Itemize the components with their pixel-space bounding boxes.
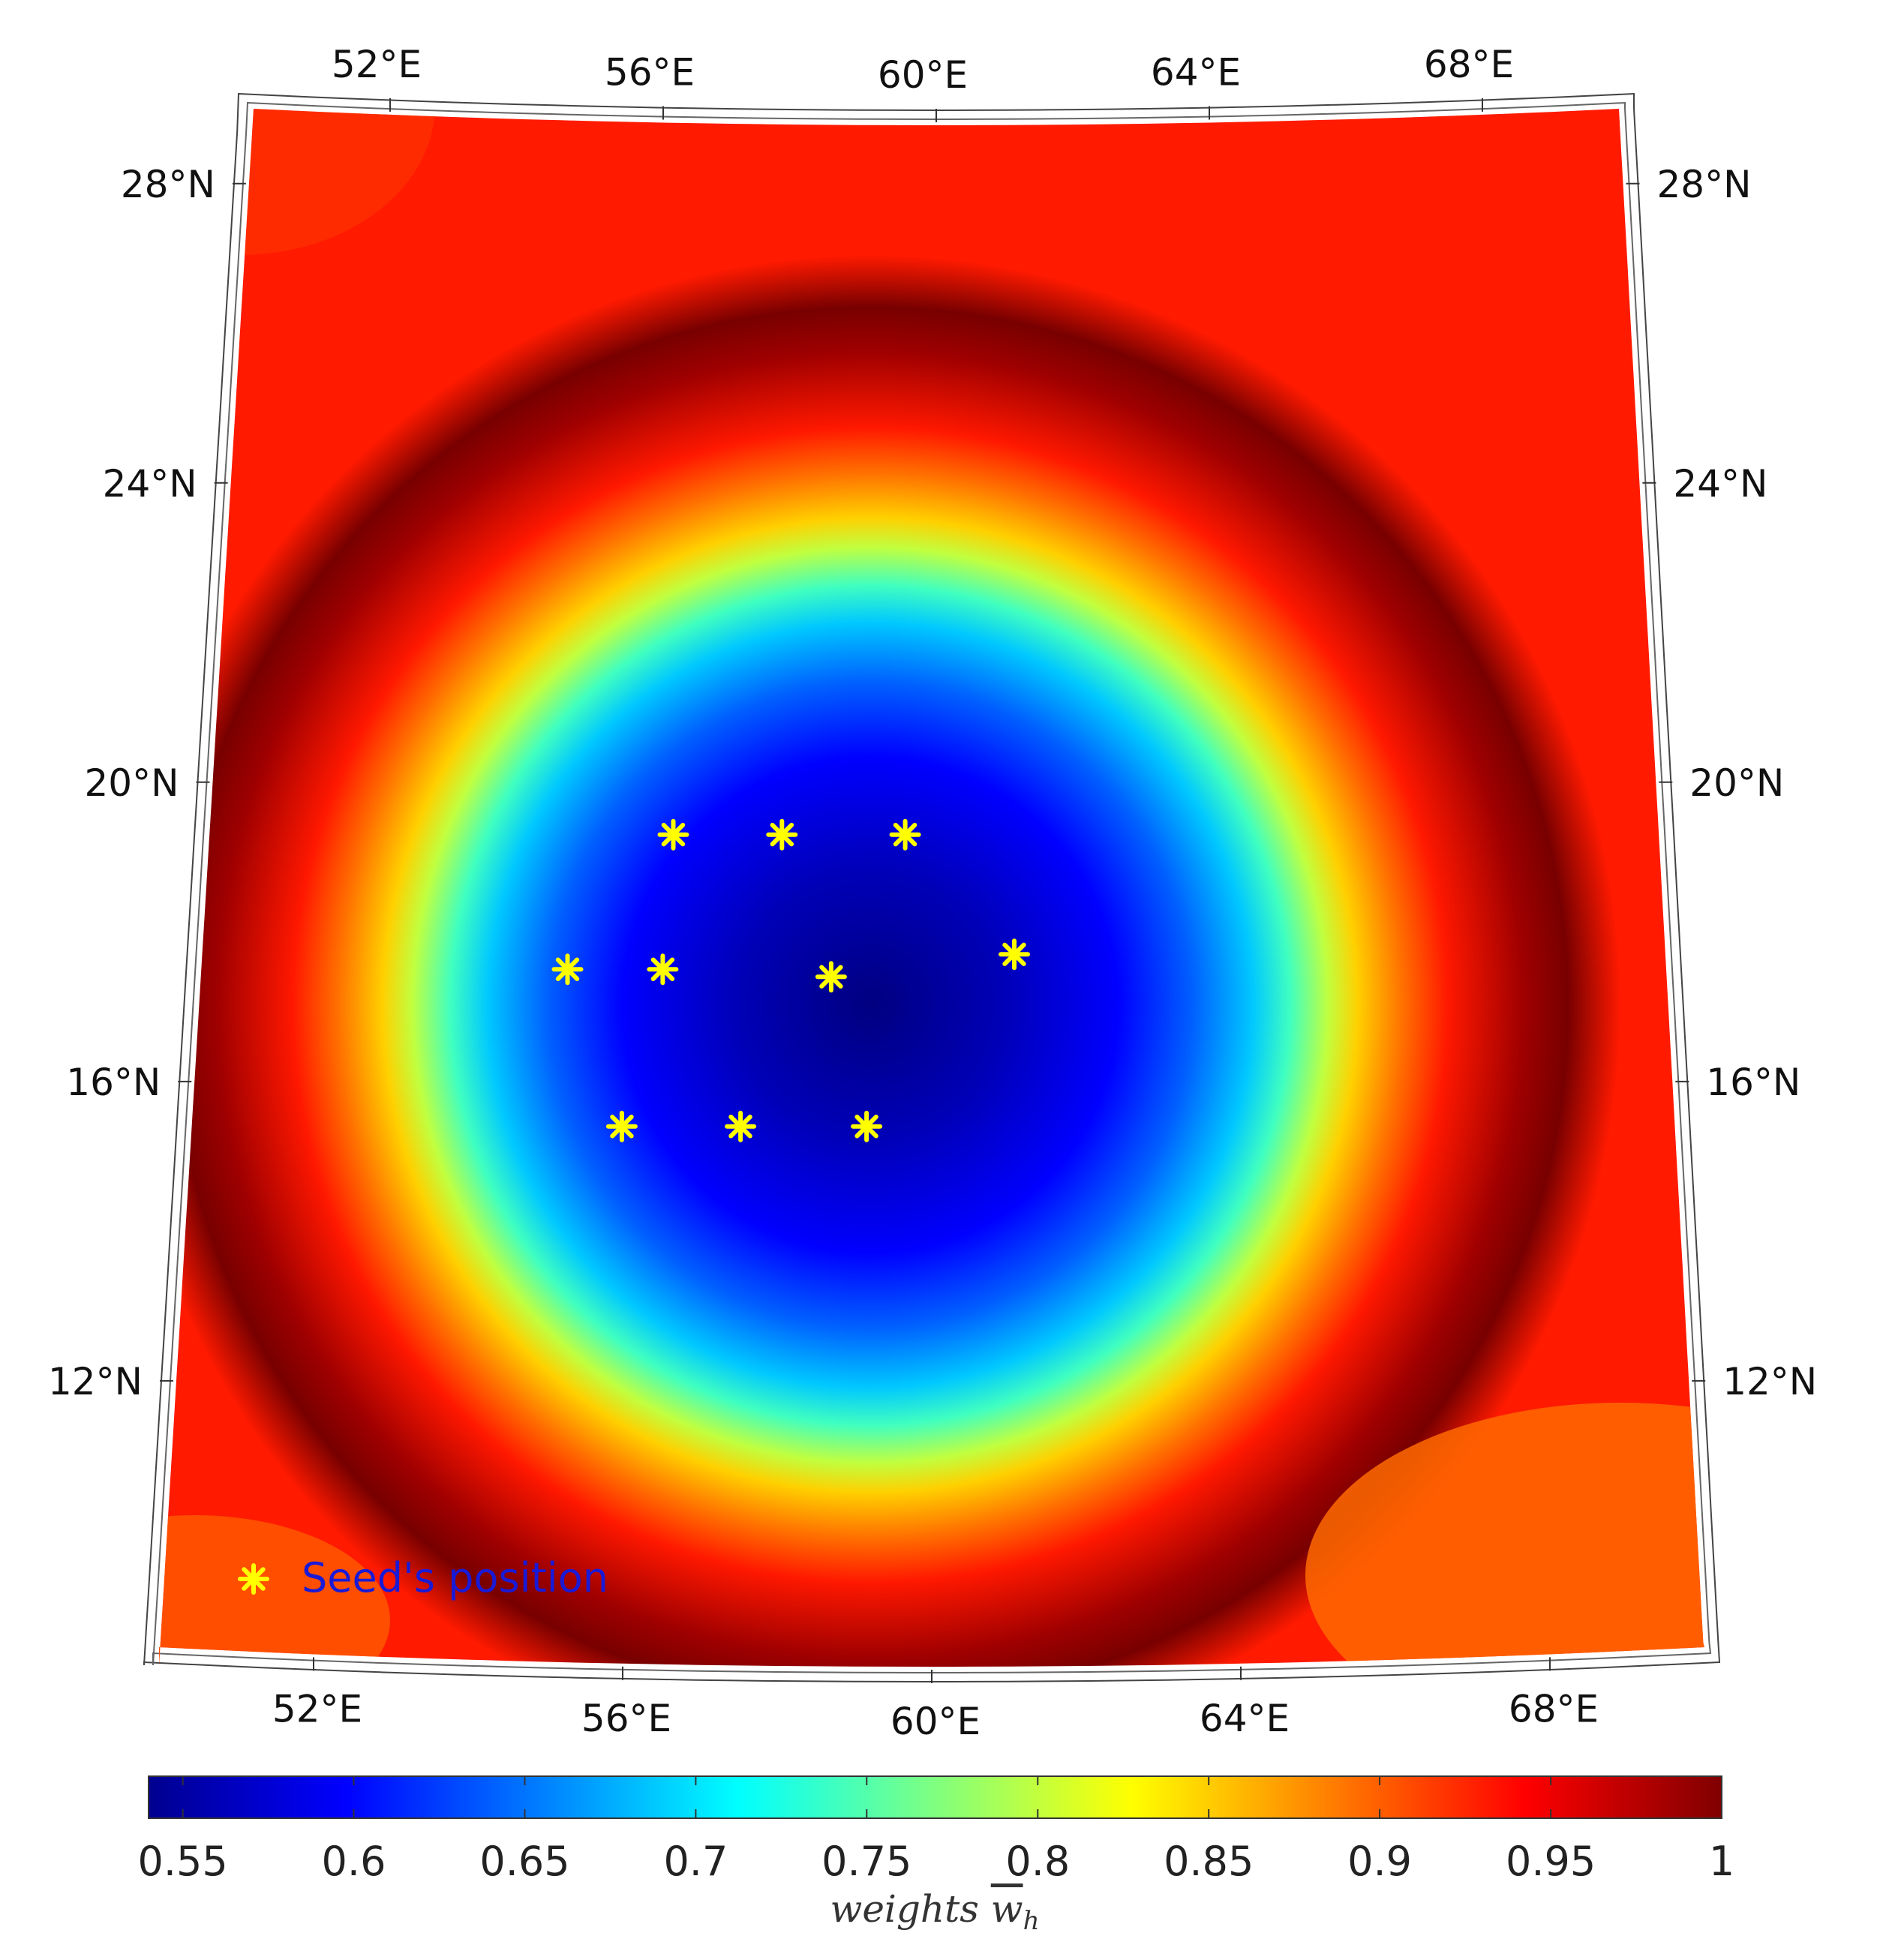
lat-label-left: 20°N [84, 761, 179, 805]
seed-marker [999, 938, 1030, 971]
colorbar-ticks: 0.55 0.6 0.65 0.7 0.75 0.8 0.85 0.9 0.95 1 [137, 1776, 1734, 1885]
lon-label-bottom: 60°E [890, 1700, 981, 1743]
colorbar-tick-label: 0.75 [821, 1838, 911, 1885]
legend: Seed's position [238, 1554, 608, 1601]
seed-marker [725, 1110, 757, 1142]
map-ticks [160, 98, 1706, 1683]
colorbar-label-main: weights [830, 1887, 991, 1931]
colorbar-tick-label: 1 [1709, 1838, 1734, 1885]
lat-label-right: 24°N [1673, 462, 1767, 506]
colorbar-label: weights wh [830, 1887, 1040, 1936]
colorbar-tick-label: 0.95 [1506, 1838, 1596, 1885]
colorbar-gradient [148, 1775, 1722, 1819]
lon-label-top: 52°E [332, 43, 422, 86]
colorbar-tick-label: 0.6 [322, 1838, 386, 1885]
seed-marker [657, 818, 689, 851]
lat-label-left: 12°N [48, 1360, 143, 1403]
lat-label-right: 28°N [1657, 163, 1752, 206]
seed-marker [766, 818, 798, 851]
seed-marker [815, 961, 847, 993]
lon-label-top: 56°E [605, 51, 695, 95]
colorbar-label-subscript: h [1023, 1906, 1040, 1936]
seed-markers [551, 818, 1030, 1142]
lon-label-top: 60°E [878, 53, 968, 97]
lon-label-top: 68°E [1424, 43, 1514, 86]
legend-seed-asterisk [238, 1563, 269, 1595]
colorbar-tick-label: 0.9 [1347, 1838, 1412, 1885]
lon-label-bottom: 56°E [581, 1697, 671, 1740]
seed-marker [605, 1110, 638, 1142]
lat-label-right: 16°N [1706, 1061, 1800, 1104]
colorbar-tick-label: 0.8 [1005, 1838, 1070, 1885]
colorbar-tick-label: 0.65 [479, 1838, 569, 1885]
lat-label-right: 20°N [1689, 761, 1784, 805]
seed-marker [647, 953, 679, 986]
map-frame-inner [152, 101, 1712, 1674]
colorbar: 0.55 0.6 0.65 0.7 0.75 0.8 0.85 0.9 0.95 1 weight… [137, 1775, 1734, 1936]
lat-label-right: 12°N [1722, 1360, 1817, 1403]
map-graticule-labels: 52°E 52°E 56°E 56°E 60°E 60°E 64°E 64°E 68°E 68°E… [48, 43, 1817, 1743]
colorbar-tick-label: 0.85 [1164, 1838, 1254, 1885]
legend-label: Seed's position [302, 1554, 608, 1601]
lon-label-bottom: 52°E [272, 1687, 362, 1730]
colorbar-tick-label: 0.55 [137, 1838, 227, 1885]
weight-field [159, 109, 1704, 1667]
lat-label-left: 16°N [66, 1061, 161, 1104]
seed-marker [551, 953, 584, 986]
colorbar-tick-label: 0.7 [663, 1838, 728, 1885]
colorbar-label-symbol: w [991, 1887, 1023, 1931]
seed-marker [889, 818, 921, 851]
lat-label-left: 24°N [103, 462, 197, 506]
lat-label-left: 28°N [121, 163, 215, 206]
legend-seed-marker [238, 1563, 269, 1595]
seed-marker [851, 1110, 883, 1142]
lon-label-top: 64°E [1151, 51, 1241, 95]
lon-label-bottom: 68°E [1509, 1687, 1599, 1730]
lon-label-bottom: 64°E [1200, 1697, 1290, 1740]
